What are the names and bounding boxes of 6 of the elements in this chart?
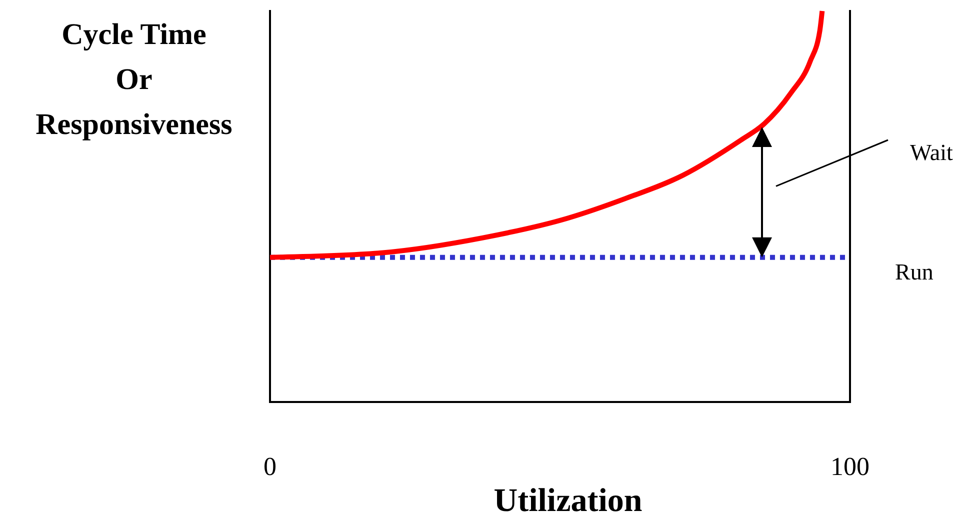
y-axis-title: Cycle Time Or Responsiveness (36, 18, 232, 141)
x-tick-label: 100 (830, 452, 870, 481)
x-tick-label: 0 (264, 452, 276, 481)
ref-line-label: Run (895, 259, 934, 284)
text: Wait (910, 140, 954, 165)
x-axis-title: Utilization (494, 483, 642, 519)
